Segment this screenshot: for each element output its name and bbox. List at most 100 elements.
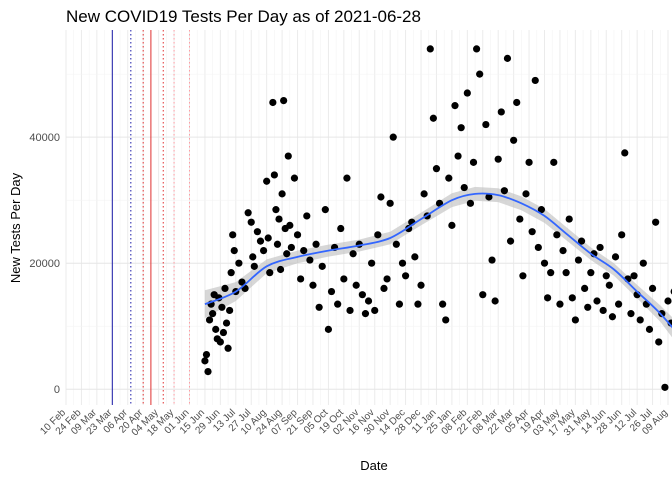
data-point xyxy=(463,89,471,97)
data-point xyxy=(386,199,394,207)
data-point xyxy=(303,212,311,220)
data-point xyxy=(337,224,345,233)
data-point xyxy=(494,155,502,163)
data-point xyxy=(204,367,212,376)
data-point xyxy=(259,246,268,255)
y-tick-label: 20000 xyxy=(29,258,60,270)
data-point xyxy=(556,300,564,308)
data-point xyxy=(466,199,475,207)
data-point xyxy=(280,96,288,105)
data-point xyxy=(249,253,257,261)
data-point xyxy=(645,325,654,333)
data-point xyxy=(584,303,592,311)
data-point xyxy=(244,209,252,217)
data-point xyxy=(269,98,277,107)
data-point xyxy=(664,297,672,305)
data-point xyxy=(454,152,462,160)
y-tick-label: 40000 xyxy=(29,132,60,144)
data-point xyxy=(290,174,299,182)
data-point xyxy=(321,206,329,214)
data-point xyxy=(577,237,586,245)
data-point xyxy=(361,310,370,318)
data-point xyxy=(479,291,487,299)
data-point xyxy=(596,243,604,252)
data-point xyxy=(392,240,400,248)
data-point xyxy=(420,190,428,198)
data-point xyxy=(531,76,539,85)
data-point xyxy=(605,281,613,289)
data-point xyxy=(224,344,232,352)
data-point xyxy=(205,316,214,324)
data-point xyxy=(472,45,481,53)
data-point xyxy=(411,253,419,261)
data-point xyxy=(212,325,220,333)
data-point xyxy=(429,114,437,122)
data-point xyxy=(636,316,644,324)
data-point xyxy=(482,120,490,129)
data-point xyxy=(658,310,666,318)
data-point xyxy=(358,291,366,299)
data-point xyxy=(510,136,518,144)
data-point xyxy=(621,149,629,157)
data-point xyxy=(550,158,558,166)
data-point xyxy=(534,243,542,252)
data-point xyxy=(276,265,285,274)
data-point xyxy=(648,284,657,293)
data-point xyxy=(256,237,265,245)
data-point xyxy=(652,218,660,226)
data-point xyxy=(297,275,305,283)
data-point xyxy=(445,174,453,182)
data-point xyxy=(221,284,229,293)
data-point xyxy=(593,297,601,305)
data-point xyxy=(457,124,465,132)
data-point xyxy=(506,237,515,245)
data-point xyxy=(571,316,579,324)
data-point xyxy=(368,259,376,267)
data-point xyxy=(448,221,456,229)
data-point xyxy=(270,171,278,179)
data-point xyxy=(500,187,508,195)
data-point xyxy=(352,281,360,289)
data-point xyxy=(562,269,570,277)
data-point xyxy=(525,158,533,166)
data-point xyxy=(340,275,348,283)
data-point xyxy=(238,278,246,286)
trend-line-path xyxy=(204,192,672,329)
data-point xyxy=(553,231,561,239)
data-point xyxy=(395,300,404,308)
data-point xyxy=(283,250,291,258)
data-point xyxy=(544,294,552,302)
data-point xyxy=(398,259,407,267)
data-point xyxy=(312,240,320,248)
y-axis-title: New Tests Per Day xyxy=(8,172,23,283)
data-point xyxy=(608,313,617,321)
data-point xyxy=(451,102,459,110)
data-point xyxy=(286,221,294,229)
data-point xyxy=(324,325,333,333)
data-point xyxy=(655,338,663,346)
data-point xyxy=(442,316,450,324)
data-point xyxy=(488,256,496,264)
data-point xyxy=(469,158,478,166)
data-point xyxy=(602,272,610,280)
data-point xyxy=(284,152,292,160)
data-point xyxy=(485,193,493,201)
data-point xyxy=(414,300,422,308)
plot-grid xyxy=(65,30,669,405)
data-point xyxy=(611,253,620,261)
data-point xyxy=(615,300,623,308)
data-point xyxy=(202,350,211,359)
data-point xyxy=(226,306,234,315)
data-point xyxy=(476,70,484,78)
data-point xyxy=(540,259,549,267)
data-point xyxy=(568,294,576,302)
data-point xyxy=(222,319,231,327)
data-point xyxy=(503,54,512,62)
data-point xyxy=(287,243,295,252)
data-point xyxy=(587,269,595,277)
chart-title: New COVID19 Tests Per Day as of 2021-06-… xyxy=(66,7,421,26)
event-lines xyxy=(111,30,190,405)
data-point xyxy=(364,297,373,305)
